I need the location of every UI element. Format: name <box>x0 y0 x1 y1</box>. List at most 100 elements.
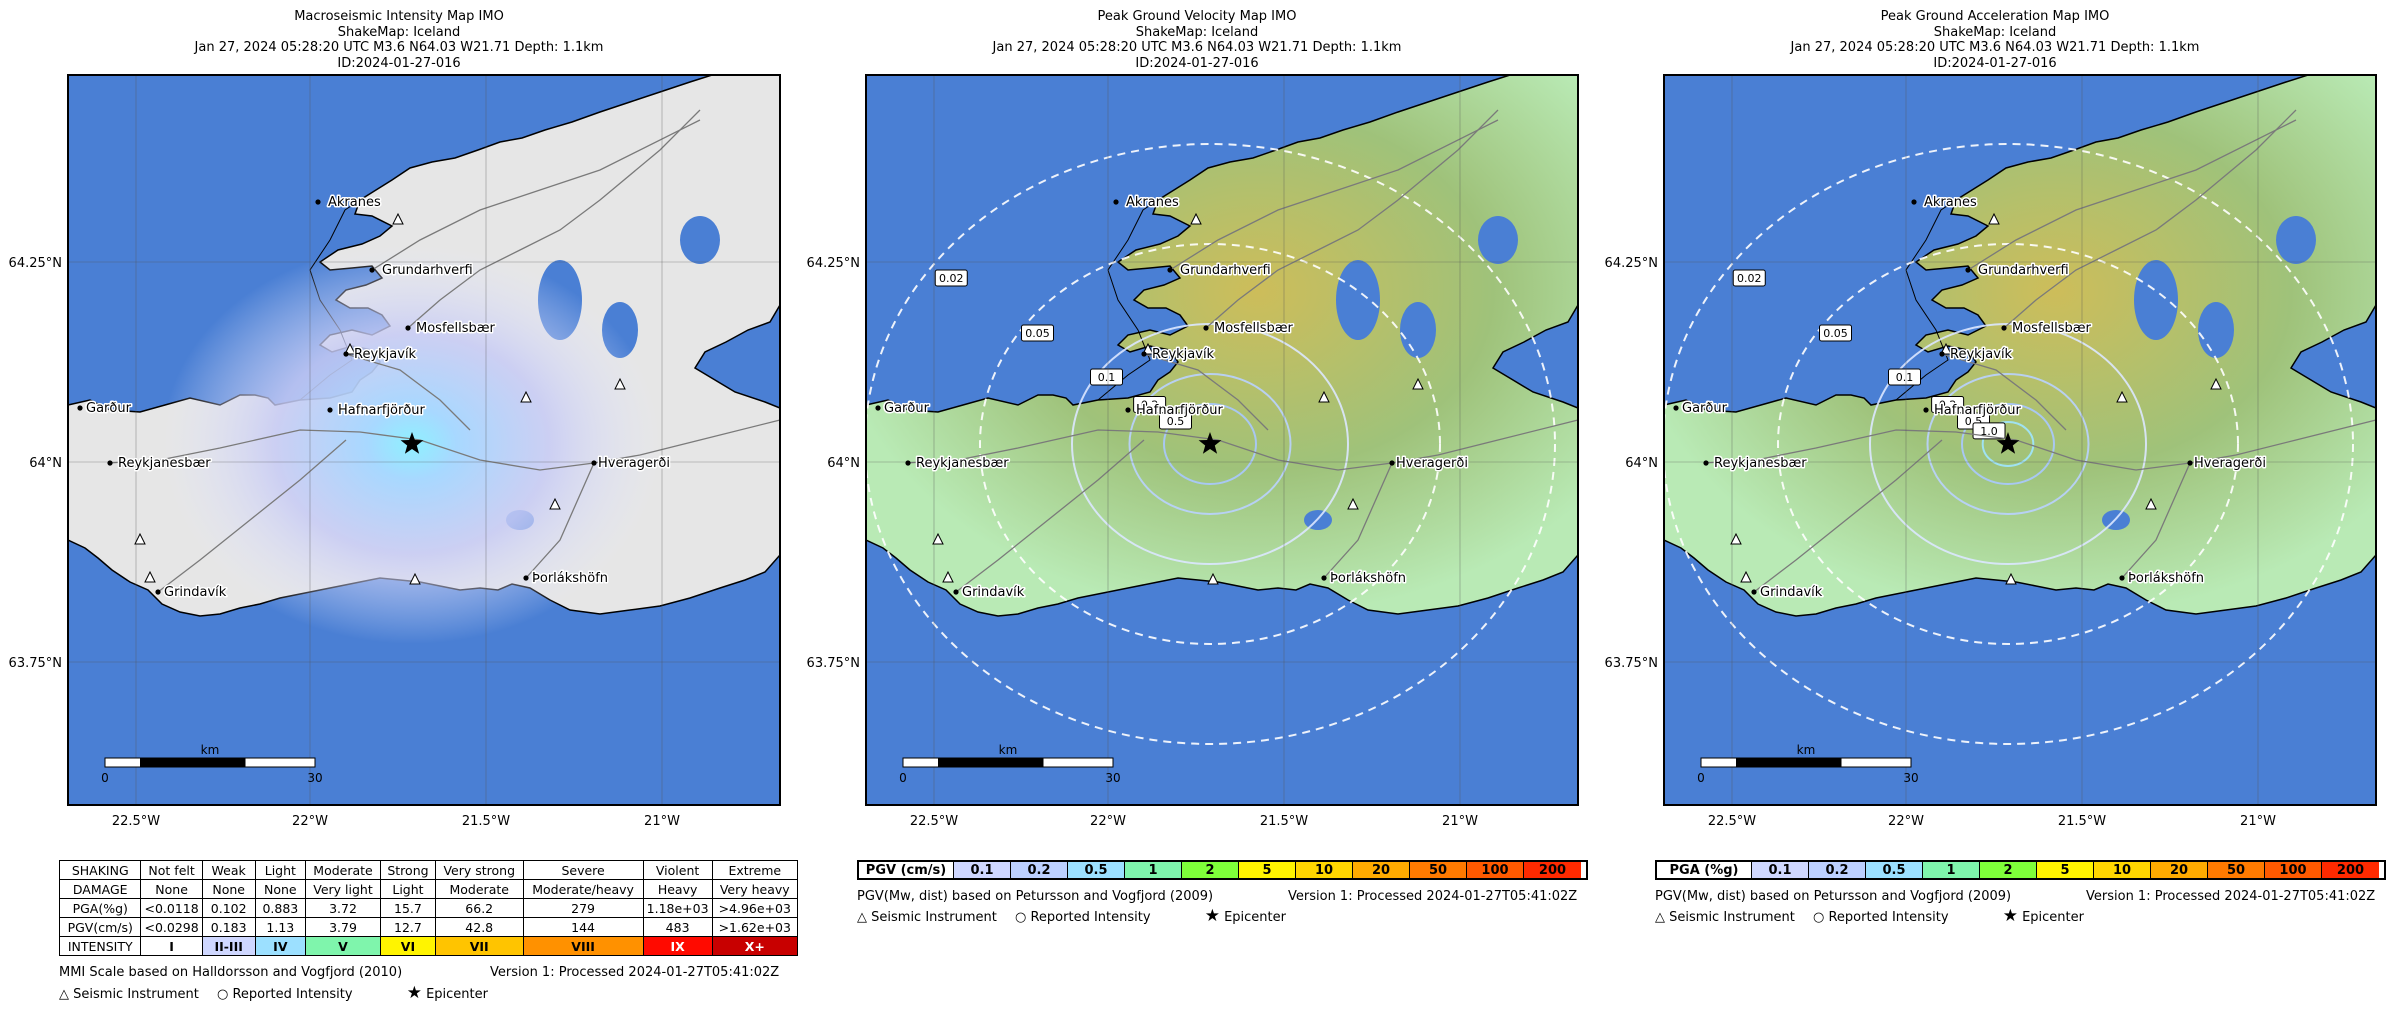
place-label: Reykjanesbær <box>916 456 1009 471</box>
map-frame <box>865 74 1579 806</box>
place-label-halo: Grundarhverfi <box>382 263 473 278</box>
circle-icon: ○ <box>1015 910 1027 925</box>
lon-tick-label: 22°W <box>292 814 328 829</box>
mmi-cell: None <box>201 879 256 899</box>
lat-tick-label: 64°N <box>1625 456 1658 471</box>
title-line: ShakeMap: Iceland <box>1933 24 2057 40</box>
title-line: ShakeMap: Iceland <box>337 24 461 40</box>
contour-label-box <box>1090 368 1123 386</box>
legend-value: 0.1 <box>954 862 1011 878</box>
place-label-halo: Garður <box>1682 401 1728 416</box>
lat-tick-label: 63.75°N <box>1605 656 1658 671</box>
scalebar-segment <box>972 757 1044 768</box>
legend-value: 5 <box>1239 862 1296 878</box>
lon-tick-label: 21°W <box>1442 814 1478 829</box>
mmi-cell: 144 <box>522 917 644 937</box>
road <box>905 419 1579 471</box>
pga-note: PGV(Mw, dist) based on Petursson and Vog… <box>1655 889 2012 904</box>
road <box>1143 353 1269 431</box>
pgv-map[interactable]: 0.02 0.05 0.1 0.2 0.5 64.25°N 64°N 63.75°N 22.5… <box>798 0 1596 850</box>
road <box>407 109 701 329</box>
mmi-cell: 15.7 <box>379 898 436 918</box>
legend-value: 100 <box>1467 862 1524 878</box>
legend-value: 0.1 <box>1752 862 1809 878</box>
mmi-cell: Moderate/heavy <box>522 879 644 899</box>
contour-line <box>1961 403 2055 485</box>
mmi-cell: 483 <box>642 917 713 937</box>
place-dot <box>1965 267 1971 273</box>
triangle-icon <box>932 532 944 545</box>
mmi-cell: 1.13 <box>254 917 307 937</box>
lat-tick-label: 63.75°N <box>807 656 860 671</box>
scalebar-start: 0 <box>101 771 109 785</box>
mmi-cell: Weak <box>201 860 256 880</box>
triangle-icon <box>2210 377 2222 390</box>
place-dot <box>1203 325 1209 331</box>
star-icon: ★ <box>2002 906 2018 926</box>
triangle-icon <box>2145 497 2157 510</box>
title-line: Jan 27, 2024 05:28:20 UTC M3.6 N64.03 W2… <box>194 40 604 55</box>
contour-label: 0.05 <box>1025 327 1050 340</box>
pga-map-title: Peak Ground Acceleration Map IMO ShakeMa… <box>1596 9 2394 71</box>
legend-value: 0.2 <box>1809 862 1866 878</box>
road <box>107 419 781 471</box>
contour-label: 0.05 <box>1823 327 1848 340</box>
contour-line <box>1981 421 2035 467</box>
title-line: ID:2024-01-27-016 <box>337 55 461 71</box>
triangle-icon: △ <box>857 910 867 925</box>
mmi-row-label: SHAKING <box>58 860 142 880</box>
mmi-row: SHAKING Not felt Weak Light Moderate Strong Ve… <box>58 860 799 880</box>
lon-tick-label: 22°W <box>1090 814 1126 829</box>
legend-value: 20 <box>1353 862 1410 878</box>
legend-value: 0.2 <box>1011 862 1068 878</box>
lat-tick-label: 64°N <box>29 456 62 471</box>
mmi-scale-note: MMI Scale based on Halldorsson and Vogfj… <box>59 965 403 980</box>
place-label: Hveragerði <box>598 456 670 471</box>
title-line: Peak Ground Acceleration Map IMO <box>1880 9 2110 24</box>
place-dot <box>953 589 959 595</box>
lake <box>1400 302 1436 358</box>
place-dot <box>875 405 881 411</box>
triangle-icon <box>409 572 421 585</box>
triangle-icon <box>1988 212 2000 225</box>
triangle-icon: △ <box>59 987 69 1002</box>
legend-value: 2 <box>1980 862 2037 878</box>
place-label: Reykjanesbær <box>118 456 211 471</box>
scalebar-segment <box>1042 757 1114 768</box>
place-dot <box>1321 575 1327 581</box>
pgv-color-legend: PGV (cm/s) 0.1 0.2 0.5 1 2 5 10 20 50 100 200 <box>857 860 1588 880</box>
contour-label-box <box>1888 368 1921 386</box>
contour-label: 0.1 <box>1098 371 1116 384</box>
scalebar-start: 0 <box>1697 771 1705 785</box>
place-label: Garður <box>86 401 132 416</box>
place-label: Garður <box>884 401 930 416</box>
lon-tick-label: 21.5°W <box>2058 814 2106 829</box>
reported-label: Reported Intensity <box>1030 910 1151 925</box>
lon-tick-label: 22.5°W <box>1708 814 1756 829</box>
mmi-row: DAMAGE None None None Very light Light Moderat… <box>58 879 799 899</box>
place-label-halo: Hveragerði <box>2194 456 2266 471</box>
legend-value: 0.5 <box>1068 862 1125 878</box>
mmi-cell: Very light <box>305 879 381 899</box>
place-label: Hafnarfjörður <box>1934 403 2022 418</box>
contour-label-box <box>1732 269 1766 287</box>
place-label-halo: Reykjavík <box>1152 347 1215 362</box>
place-label: Hveragerði <box>2194 456 2266 471</box>
place-label-halo: Reykjanesbær <box>1714 456 1807 471</box>
mmi-cell: VIII <box>522 936 644 956</box>
contour-label: 0.02 <box>939 272 964 285</box>
place-label: Grindavík <box>1760 585 1823 600</box>
lat-tick-label: 64.25°N <box>807 256 860 271</box>
triangle-icon <box>1190 212 1202 225</box>
contour-label: 0.02 <box>1737 272 1762 285</box>
pgv-version: Version 1: Processed 2024-01-27T05:41:02… <box>1288 889 1578 904</box>
mmi-row-label: PGV(cm/s) <box>58 917 142 937</box>
pga-map[interactable]: 0.020.050.10.20.51.0 64.25°N64°N63.75°N2… <box>1596 0 2394 850</box>
mmi-cell: Not felt <box>140 860 203 880</box>
place-label-halo: Reykjavík <box>354 347 417 362</box>
lat-tick-label: 64°N <box>827 456 860 471</box>
place-label-halo: Grindavík <box>164 585 227 600</box>
mmi-row-label: DAMAGE <box>58 879 142 899</box>
road <box>1323 462 1393 579</box>
mmi-map[interactable]: 64.25°N 64°N 63.75°N 22.5°W 22°W 21.5°W 21°W Ak… <box>0 0 798 850</box>
